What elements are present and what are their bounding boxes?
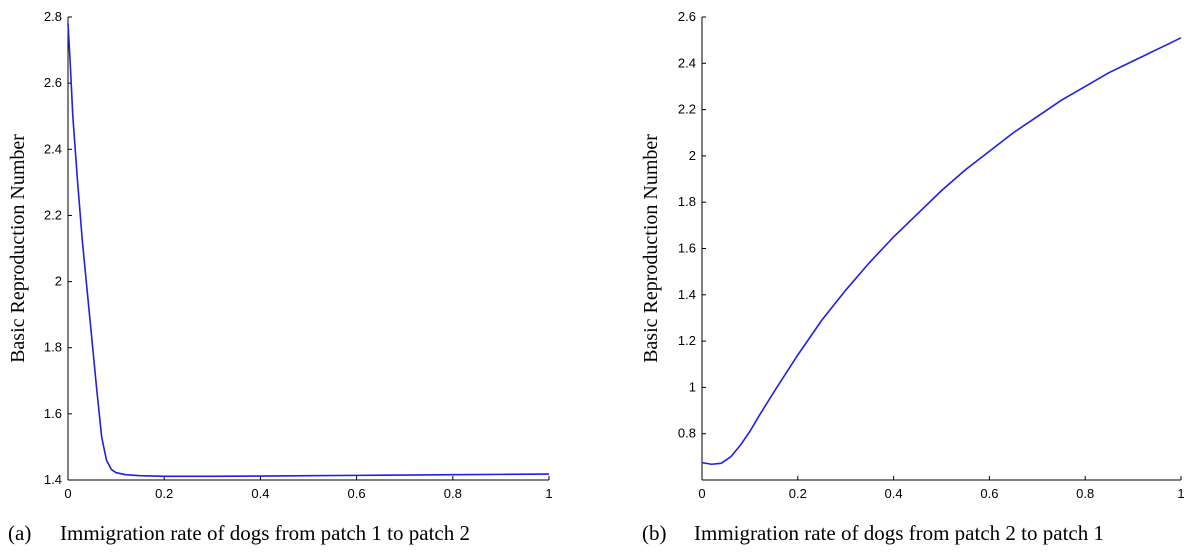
y-tick-label: 2.6 (678, 9, 696, 24)
x-tick-label: 0.8 (1076, 486, 1094, 501)
x-tick-label: 0.4 (251, 486, 269, 501)
x-tick-label: 1 (545, 486, 552, 501)
y-axis-label: Basic Reproduction Number (7, 134, 29, 363)
y-tick-label: 2.8 (44, 9, 62, 24)
x-tick-label: 0.6 (980, 486, 998, 501)
series-line (701, 37, 1182, 466)
y-tick-label: 1.8 (678, 194, 696, 209)
y-tick-label: 1.8 (44, 340, 62, 355)
x-tick-label: 0.4 (885, 486, 903, 501)
y-tick-label: 1.4 (44, 472, 62, 487)
y-tick-label: 2.6 (44, 75, 62, 90)
chart-panel-b: 0 0.2 0.4 0.6 0.8 1 0.8 1 1.2 1.4 1.6 1.8 2 2.2 2.4 2.6… (640, 9, 1185, 501)
x-tick-label: 0 (698, 486, 705, 501)
caption-a: (a) Immigration rate of dogs from patch 1… (8, 521, 470, 546)
x-tick-label: 0.2 (789, 486, 807, 501)
y-tick-label: 2 (689, 148, 696, 163)
y-tick-label: 2.4 (44, 141, 62, 156)
x-tick-label: 0.6 (348, 486, 366, 501)
chart-panel-a: 0 0.2 0.4 0.6 0.8 1 1.4 1.6 1.8 2 2.2 2.4 2.6 2.8 Basi… (7, 9, 553, 501)
y-tick-label: 2.2 (44, 207, 62, 222)
y-tick-label: 1.2 (678, 333, 696, 348)
series-line (67, 23, 550, 478)
y-tick-label: 0.8 (678, 426, 696, 441)
y-axis-label: Basic Reproduction Number (640, 134, 662, 363)
caption-b: (b) Immigration rate of dogs from patch 2… (642, 521, 1104, 546)
y-tick-label: 1.6 (44, 406, 62, 421)
y-tick-label: 2.4 (678, 55, 696, 70)
y-tick-label: 1.4 (678, 287, 696, 302)
x-tick-label: 0 (64, 486, 71, 501)
y-tick-label: 2.2 (678, 102, 696, 117)
x-tick-label: 0.2 (155, 486, 173, 501)
y-tick-label: 1 (689, 379, 696, 394)
caption-b-text: Immigration rate of dogs from patch 2 to… (694, 521, 1104, 545)
x-tick-label: 0.8 (444, 486, 462, 501)
x-tick-label: 1 (1177, 486, 1184, 501)
y-tick-label: 2 (55, 274, 62, 289)
y-tick-label: 1.6 (678, 241, 696, 256)
caption-b-label: (b) (642, 521, 667, 545)
caption-a-text: Immigration rate of dogs from patch 1 to… (60, 521, 470, 545)
caption-a-label: (a) (8, 521, 32, 545)
